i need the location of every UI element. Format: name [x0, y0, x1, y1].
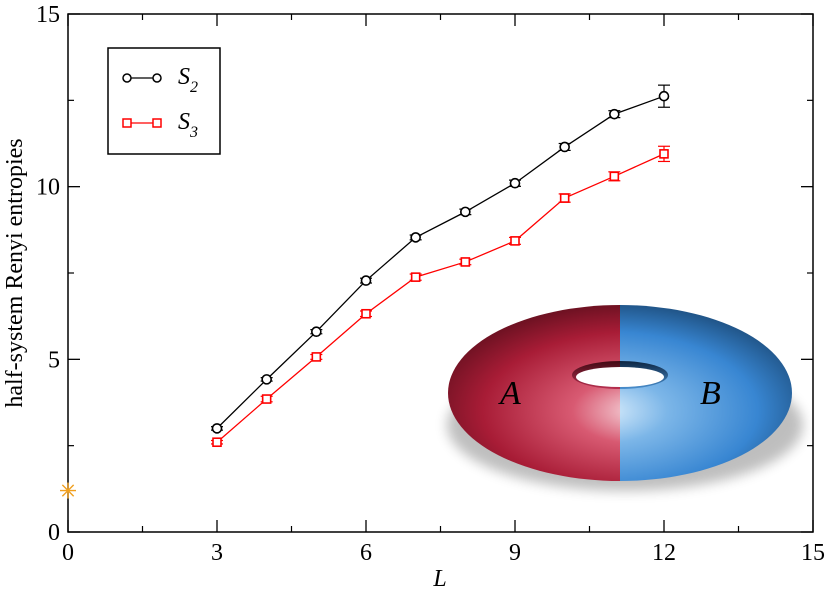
legend-sub-s3: 3 — [189, 124, 198, 141]
data-point — [410, 232, 421, 243]
data-point — [658, 90, 670, 102]
legend-label-s2: S — [178, 64, 190, 90]
legend: S2 S3 — [107, 47, 221, 155]
data-point — [211, 423, 223, 434]
legend-label-s3: S — [178, 109, 190, 135]
series-s2 — [211, 84, 670, 434]
legend-box — [107, 47, 221, 155]
series-s3 — [211, 145, 670, 448]
x-tick-label: 0 — [62, 540, 74, 566]
data-point — [460, 257, 471, 267]
data-point — [510, 236, 520, 246]
y-tick-label: 10 — [36, 175, 60, 201]
y-tick-label: 5 — [48, 347, 60, 373]
y-axis-title: half-system Renyi entropies — [2, 138, 28, 407]
data-point — [410, 272, 421, 282]
x-axis-title: L — [432, 566, 446, 592]
data-point — [361, 308, 371, 319]
data-point — [559, 193, 570, 203]
x-tick-label: 9 — [509, 540, 521, 566]
x-tick-label: 3 — [211, 540, 223, 566]
data-point — [261, 374, 272, 385]
x-tick-label: 15 — [801, 540, 825, 566]
legend-entry-s3: S3 — [122, 109, 198, 141]
torus-hole — [572, 361, 668, 389]
series-line — [216, 153, 665, 443]
legend-sub-s2: 2 — [190, 79, 198, 96]
axis-tick-labels: 0 3 6 9 12 15 0 5 10 15 — [36, 2, 825, 566]
data-point — [609, 171, 620, 182]
data-point — [659, 149, 669, 159]
data-point — [609, 108, 620, 120]
y-tick-label: 0 — [48, 520, 60, 546]
data-point — [509, 177, 521, 189]
data-point — [212, 437, 222, 448]
x-tick-label: 12 — [652, 540, 676, 566]
series-layer — [211, 84, 670, 448]
torus-half-b — [620, 305, 792, 481]
data-point — [460, 206, 471, 218]
data-point — [311, 352, 322, 362]
torus-inset: A B — [447, 305, 803, 491]
asterisk-point — [60, 482, 76, 499]
torus-label-a: A — [498, 375, 521, 412]
svg-text:S3: S3 — [178, 109, 198, 141]
data-point — [311, 326, 322, 338]
series-line — [216, 95, 665, 429]
axis-ticks — [67, 13, 814, 533]
x-tick-label: 6 — [360, 540, 372, 566]
svg-text:S2: S2 — [178, 64, 198, 96]
data-point — [559, 141, 570, 153]
extra-points-layer — [60, 482, 76, 499]
data-point — [360, 275, 372, 286]
torus-label-b: B — [700, 375, 721, 412]
torus-half-a — [448, 305, 620, 481]
legend-entry-s2: S2 — [122, 64, 198, 96]
y-tick-label: 15 — [36, 2, 60, 28]
data-point — [261, 394, 272, 404]
